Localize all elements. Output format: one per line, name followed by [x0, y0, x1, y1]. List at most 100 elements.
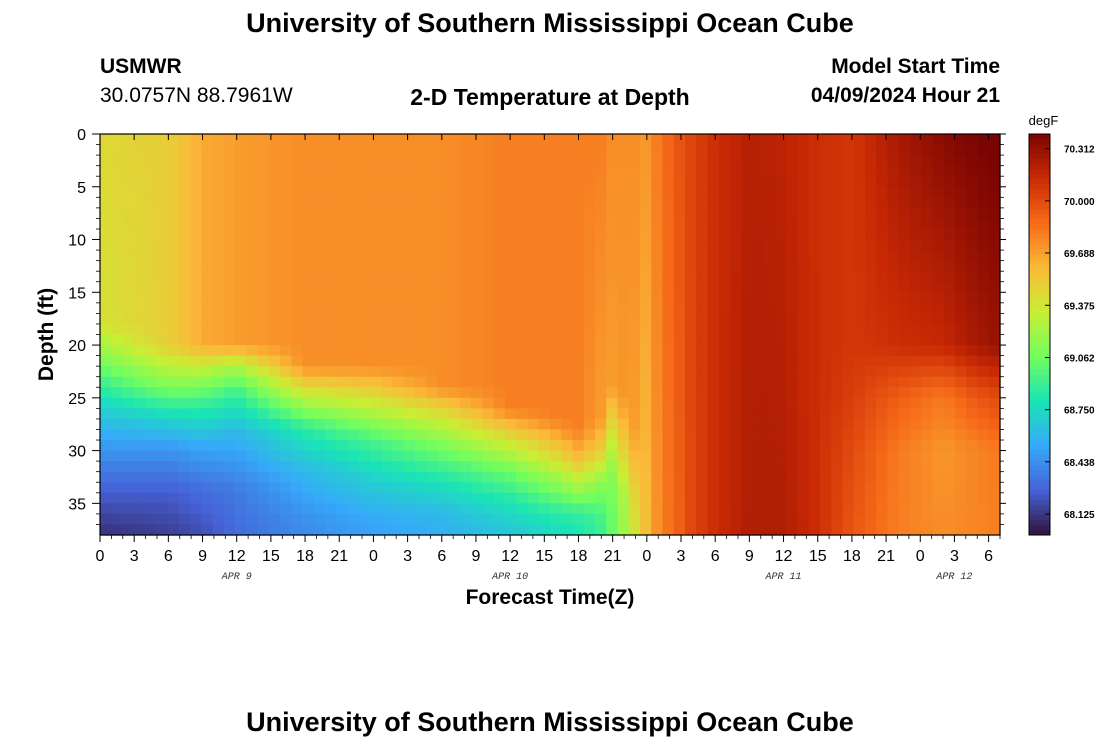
- heatmap-cell: [595, 471, 607, 483]
- heatmap-cell: [325, 271, 337, 283]
- heatmap-cell: [617, 408, 630, 420]
- heatmap-cell: [910, 387, 922, 399]
- heatmap-cell: [145, 228, 157, 241]
- heatmap-cell: [426, 176, 439, 188]
- heatmap-cell: [392, 218, 405, 230]
- heatmap-cell: [910, 503, 922, 515]
- heatmap-cell: [550, 429, 562, 441]
- heatmap-cell: [662, 134, 675, 146]
- heatmap-cell: [617, 176, 630, 188]
- heatmap-cell: [325, 165, 337, 177]
- heatmap-cell: [235, 482, 247, 494]
- heatmap-cell: [336, 228, 349, 241]
- heatmap-cell: [145, 440, 157, 452]
- heatmap-cell: [212, 239, 225, 251]
- heatmap-cell: [977, 366, 990, 378]
- heatmap-cell: [100, 429, 112, 441]
- heatmap-cell: [493, 376, 506, 388]
- heatmap-cell: [876, 366, 889, 378]
- heatmap-cell: [707, 461, 720, 473]
- heatmap-cell: [640, 397, 652, 409]
- heatmap-cell: [550, 176, 562, 188]
- heatmap-cell: [572, 387, 585, 399]
- heatmap-cell: [876, 144, 889, 156]
- heatmap-cell: [718, 218, 731, 230]
- heatmap-cell: [606, 218, 619, 230]
- heatmap-cell: [988, 461, 1001, 473]
- heatmap-cell: [145, 513, 157, 526]
- heatmap-cell: [403, 271, 416, 283]
- heatmap-cell: [628, 176, 641, 188]
- heatmap-cell: [673, 271, 686, 283]
- heatmap-cell: [572, 271, 585, 283]
- heatmap-cell: [212, 471, 225, 483]
- heatmap-cell: [257, 165, 270, 177]
- heatmap-cell: [583, 429, 596, 441]
- colorbar-segment: [1029, 509, 1050, 516]
- heatmap-cell: [302, 482, 315, 494]
- heatmap-cell: [876, 292, 889, 304]
- heatmap-cell: [955, 440, 967, 452]
- heatmap-cell: [910, 366, 922, 378]
- heatmap-cell: [628, 186, 641, 198]
- heatmap-cell: [448, 250, 461, 262]
- heatmap-cell: [966, 165, 979, 177]
- heatmap-cell: [572, 144, 585, 156]
- heatmap-cell: [966, 302, 979, 314]
- heatmap-cell: [268, 503, 281, 515]
- heatmap-cell: [685, 345, 697, 357]
- heatmap-cell: [302, 503, 315, 515]
- heatmap-cell: [955, 418, 967, 431]
- heatmap-cell: [797, 228, 810, 241]
- heatmap-cell: [820, 366, 832, 378]
- heatmap-cell: [133, 155, 146, 167]
- heatmap-cell: [212, 387, 225, 399]
- heatmap-cell: [808, 492, 821, 504]
- heatmap-cell: [606, 176, 619, 188]
- heatmap-cell: [257, 207, 270, 220]
- heatmap-cell: [831, 250, 844, 262]
- heatmap-cell: [313, 155, 326, 167]
- heatmap-cell: [280, 176, 292, 188]
- heatmap-cell: [752, 207, 765, 220]
- heatmap-cell: [865, 387, 877, 399]
- heatmap-cell: [943, 271, 956, 283]
- heatmap-cell: [381, 313, 394, 325]
- heatmap-cell: [943, 429, 956, 441]
- heatmap-cell: [212, 482, 225, 494]
- heatmap-cell: [730, 186, 742, 198]
- heatmap-cell: [617, 397, 630, 409]
- heatmap-cell: [145, 281, 157, 293]
- heatmap-cell: [775, 345, 787, 357]
- heatmap-cell: [876, 387, 889, 399]
- heatmap-cell: [235, 218, 247, 230]
- heatmap-cell: [662, 503, 675, 515]
- heatmap-cell: [325, 155, 337, 167]
- heatmap-cell: [561, 503, 574, 515]
- colorbar-segment: [1029, 379, 1050, 386]
- heatmap-cell: [201, 387, 214, 399]
- heatmap-cell: [122, 461, 135, 473]
- heatmap-cell: [966, 176, 979, 188]
- heatmap-cell: [223, 313, 236, 325]
- heatmap-cell: [943, 176, 956, 188]
- heatmap-cell: [617, 144, 630, 156]
- heatmap-cell: [966, 250, 979, 262]
- heatmap-cell: [133, 239, 146, 251]
- heatmap-cell: [910, 355, 922, 367]
- heatmap-cell: [178, 207, 191, 220]
- heatmap-cell: [876, 186, 889, 198]
- heatmap-cell: [797, 271, 810, 283]
- heatmap-cell: [763, 345, 776, 357]
- heatmap-cell: [572, 503, 585, 515]
- heatmap-cell: [775, 155, 787, 167]
- heatmap-cell: [178, 144, 191, 156]
- heatmap-cell: [707, 503, 720, 515]
- heatmap-cell: [876, 429, 889, 441]
- heatmap-cell: [673, 302, 686, 314]
- heatmap-cell: [448, 144, 461, 156]
- heatmap-cell: [358, 260, 371, 272]
- heatmap-cell: [268, 524, 281, 536]
- heatmap-cell: [156, 482, 169, 494]
- heatmap-cell: [145, 165, 157, 177]
